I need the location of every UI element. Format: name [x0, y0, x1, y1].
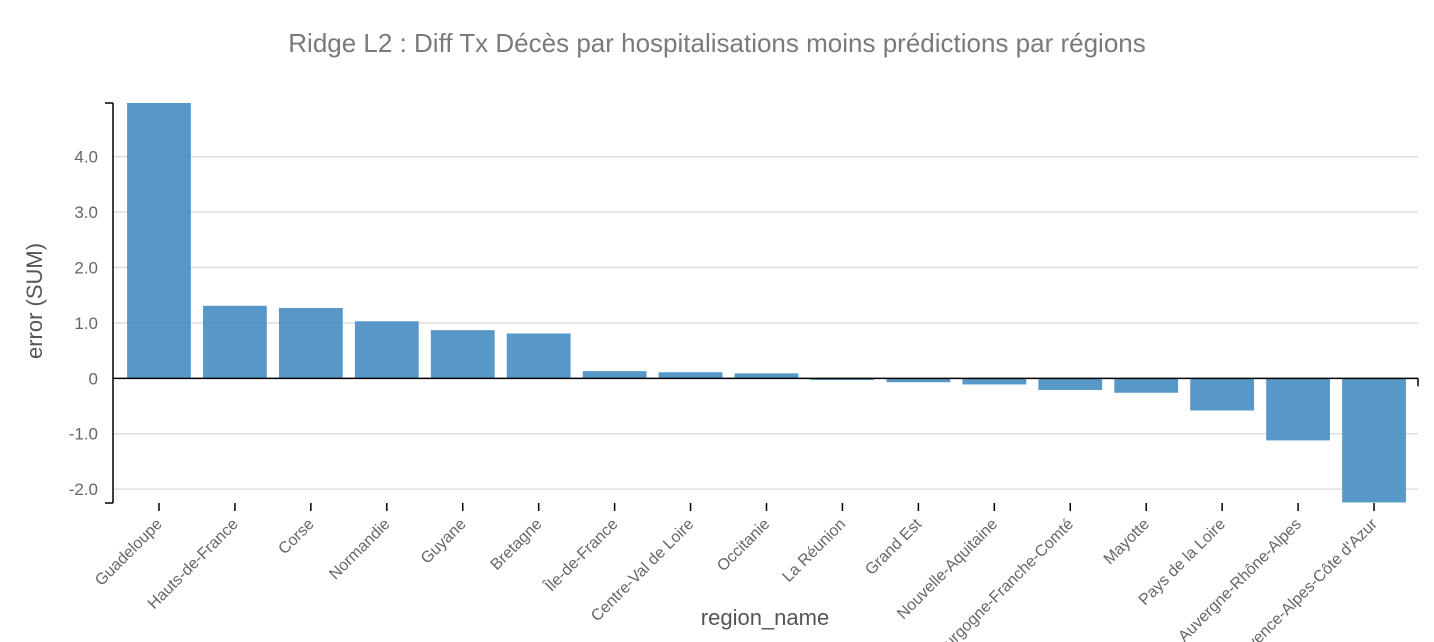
chart-title: Ridge L2 : Diff Tx Décès par hospitalisa…	[288, 28, 1145, 58]
x-tick-label: Guyane	[418, 516, 470, 568]
bar	[506, 333, 571, 379]
y-tick-label: 2.0	[74, 259, 98, 278]
bar	[1190, 378, 1255, 411]
x-tick-label: Grand Est	[862, 515, 925, 578]
y-tick-labels: -2.0 -1.0 0 1.0 2.0 3.0 4.0	[69, 148, 98, 499]
bars	[127, 103, 1406, 503]
axes	[105, 102, 1419, 511]
x-tick-label: Corse	[275, 516, 317, 558]
x-tick-label: Normandie	[326, 516, 393, 583]
bar	[127, 103, 191, 379]
bar	[278, 307, 343, 379]
x-tick-label: Guadeloupe	[92, 516, 166, 590]
bar	[430, 330, 495, 379]
bar	[1342, 378, 1406, 503]
bar	[203, 305, 267, 379]
y-tick-label: 3.0	[74, 203, 98, 222]
x-tick-label: La Réunion	[779, 516, 849, 586]
y-tick-label: -2.0	[69, 480, 98, 499]
bar	[886, 378, 951, 383]
y-tick-label: 0	[89, 369, 98, 388]
x-axis-label: region_name	[701, 605, 829, 630]
y-tick-label: -1.0	[69, 425, 98, 444]
x-tick-label: Occitanie	[714, 516, 773, 575]
bar	[810, 378, 875, 381]
x-tick-label: Bretagne	[488, 516, 546, 574]
bar	[658, 372, 723, 379]
y-tick-label: 4.0	[74, 148, 98, 167]
y-axis-label: error (SUM)	[22, 243, 47, 359]
bar	[1114, 378, 1179, 393]
x-tick-label: Mayotte	[1101, 516, 1153, 568]
bar	[962, 378, 1027, 385]
bar	[1266, 378, 1330, 441]
bar	[1038, 378, 1103, 390]
x-tick-label: Île-de-France	[540, 514, 621, 595]
bar	[354, 321, 419, 379]
bar	[582, 371, 647, 379]
bar	[734, 373, 799, 379]
y-tick-label: 1.0	[74, 314, 98, 333]
